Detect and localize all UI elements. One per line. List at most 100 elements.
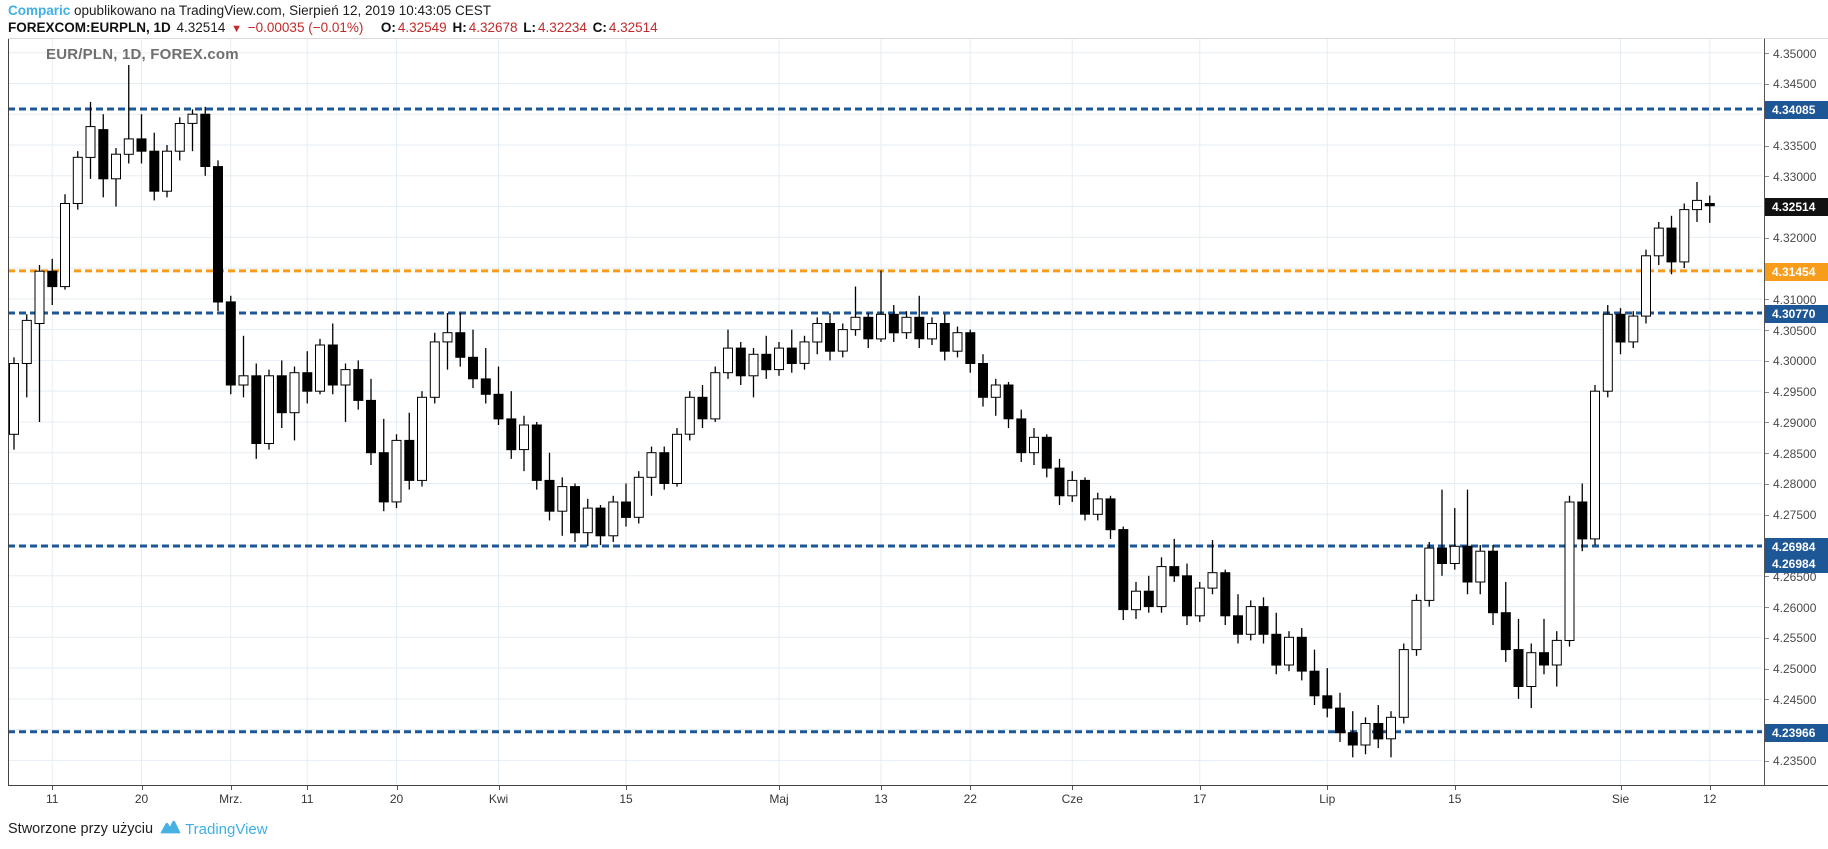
candle-body: [200, 113, 211, 167]
price-tick-mark: [1765, 237, 1769, 239]
price-tick-label: 4.29000: [1773, 415, 1817, 430]
time-axis-label: 13: [874, 792, 888, 806]
time-axis-label: Lip: [1319, 792, 1336, 806]
candle-body: [238, 375, 249, 386]
symbol-title: FOREXCOM:EURPLN, 1D: [8, 19, 171, 35]
high-label: H:: [452, 19, 467, 35]
time-axis-label: 15: [1448, 792, 1462, 806]
candle-body: [1462, 545, 1473, 583]
candle-body: [391, 439, 402, 503]
time-tick-mark: [779, 786, 780, 790]
candle-body: [1666, 227, 1677, 263]
candle-body: [1641, 255, 1651, 317]
open-value: 4.32549: [397, 19, 447, 35]
level-price-badge: 4.34085: [1765, 101, 1828, 120]
candle-body: [1309, 670, 1320, 697]
price-tick-label: 4.29500: [1773, 385, 1817, 400]
tradingview-brand-link[interactable]: TradingView: [185, 820, 268, 838]
candle-body: [340, 369, 351, 386]
candle-body: [1029, 436, 1039, 454]
candle-body: [595, 507, 606, 537]
source-name-link[interactable]: Comparic: [8, 3, 71, 18]
candle-body: [1156, 566, 1167, 608]
level-price-badge: 4.30770: [1765, 305, 1828, 324]
candle-body: [1539, 652, 1549, 666]
price-tick-mark: [1765, 453, 1769, 455]
time-axis-label: 20: [134, 792, 149, 806]
price-tick-label: 4.23500: [1773, 754, 1817, 769]
candle-body: [225, 301, 236, 386]
candle-body: [1373, 723, 1384, 740]
candle-body: [927, 323, 937, 340]
price-tick-mark: [1765, 637, 1769, 639]
candle-body: [1488, 550, 1498, 614]
candle-body: [455, 332, 466, 358]
candle-body: [1143, 590, 1154, 608]
price-tick-mark: [1765, 607, 1769, 609]
last-price: 4.32514: [176, 19, 226, 35]
candle-body: [187, 113, 198, 124]
price-tick-label: 4.25000: [1773, 662, 1817, 677]
candle-body: [837, 329, 848, 352]
time-tick-mark: [1327, 786, 1329, 790]
candle-body: [506, 418, 517, 451]
price-tick-mark: [1765, 422, 1769, 424]
candle-body: [1360, 723, 1371, 746]
candle-body: [1258, 606, 1269, 635]
candle-body: [1653, 227, 1664, 257]
candle-body: [557, 486, 568, 512]
candle-body: [1003, 384, 1014, 420]
symbol-line: FOREXCOM:EURPLN, 1D 4.32514 ▼ −0.00035 (…: [8, 20, 660, 38]
candlestick-chart[interactable]: [8, 38, 1762, 785]
time-tick-mark: [1620, 786, 1622, 790]
time-tick-mark: [230, 786, 232, 790]
candle-body: [1016, 418, 1027, 454]
candle-body: [1169, 566, 1180, 577]
candle-body: [1182, 575, 1192, 617]
candle-body: [646, 452, 657, 478]
candle-body: [672, 433, 682, 484]
candle-body: [136, 138, 147, 152]
candle-body: [901, 316, 912, 334]
price-tick-label: 4.34500: [1773, 77, 1817, 92]
price-down-icon: ▼: [231, 22, 242, 35]
price-tick-mark: [1765, 145, 1769, 147]
candle-body: [570, 486, 580, 534]
candle-body: [1449, 545, 1460, 564]
candle-body: [1041, 436, 1052, 469]
candle-body: [761, 353, 772, 371]
candle-body: [327, 344, 338, 386]
time-tick-mark: [970, 786, 972, 790]
candle-body: [480, 378, 491, 395]
price-axis[interactable]: 4.35000 4.34500 4.33500 4.33000 4.32000 4.310…: [1764, 38, 1828, 786]
time-axis-label: 11: [46, 792, 59, 806]
price-tick-label: 4.31000: [1773, 292, 1817, 307]
price-tick-mark: [1765, 483, 1769, 485]
price-tick-mark: [1765, 576, 1769, 578]
time-tick-mark: [1709, 786, 1711, 790]
time-tick-mark: [1454, 786, 1456, 790]
candle-body: [850, 316, 861, 331]
low-value: 4.32234: [538, 19, 587, 35]
time-tick-mark: [1072, 786, 1074, 790]
time-axis-label: 11: [301, 792, 314, 806]
price-tick-mark: [1765, 668, 1769, 670]
time-axis-label: 20: [389, 792, 404, 806]
time-axis[interactable]: 11 20 Mrz. 11 20 Kwi 15 Maj 13 22 Cze 17 Lip 15 Sie 12: [8, 785, 1828, 812]
candle-body: [1194, 587, 1205, 617]
candle-body: [939, 323, 950, 352]
time-tick-mark: [881, 786, 882, 790]
price-tick-label: 4.27500: [1773, 508, 1817, 523]
candle-body: [544, 479, 555, 512]
price-tick-mark: [1765, 699, 1769, 701]
time-axis-label: 15: [619, 792, 633, 806]
candle-body: [34, 270, 45, 324]
candle-body: [774, 347, 784, 371]
price-tick-mark: [1765, 391, 1769, 393]
level-price-badge: 4.23966: [1765, 723, 1828, 742]
candle-body: [1105, 498, 1116, 531]
attribution-line: Comparic opublikowano na TradingView.com…: [8, 3, 660, 20]
candle-body: [965, 332, 976, 365]
price-tick-label: 4.33000: [1773, 169, 1817, 184]
candle-body: [251, 375, 262, 444]
